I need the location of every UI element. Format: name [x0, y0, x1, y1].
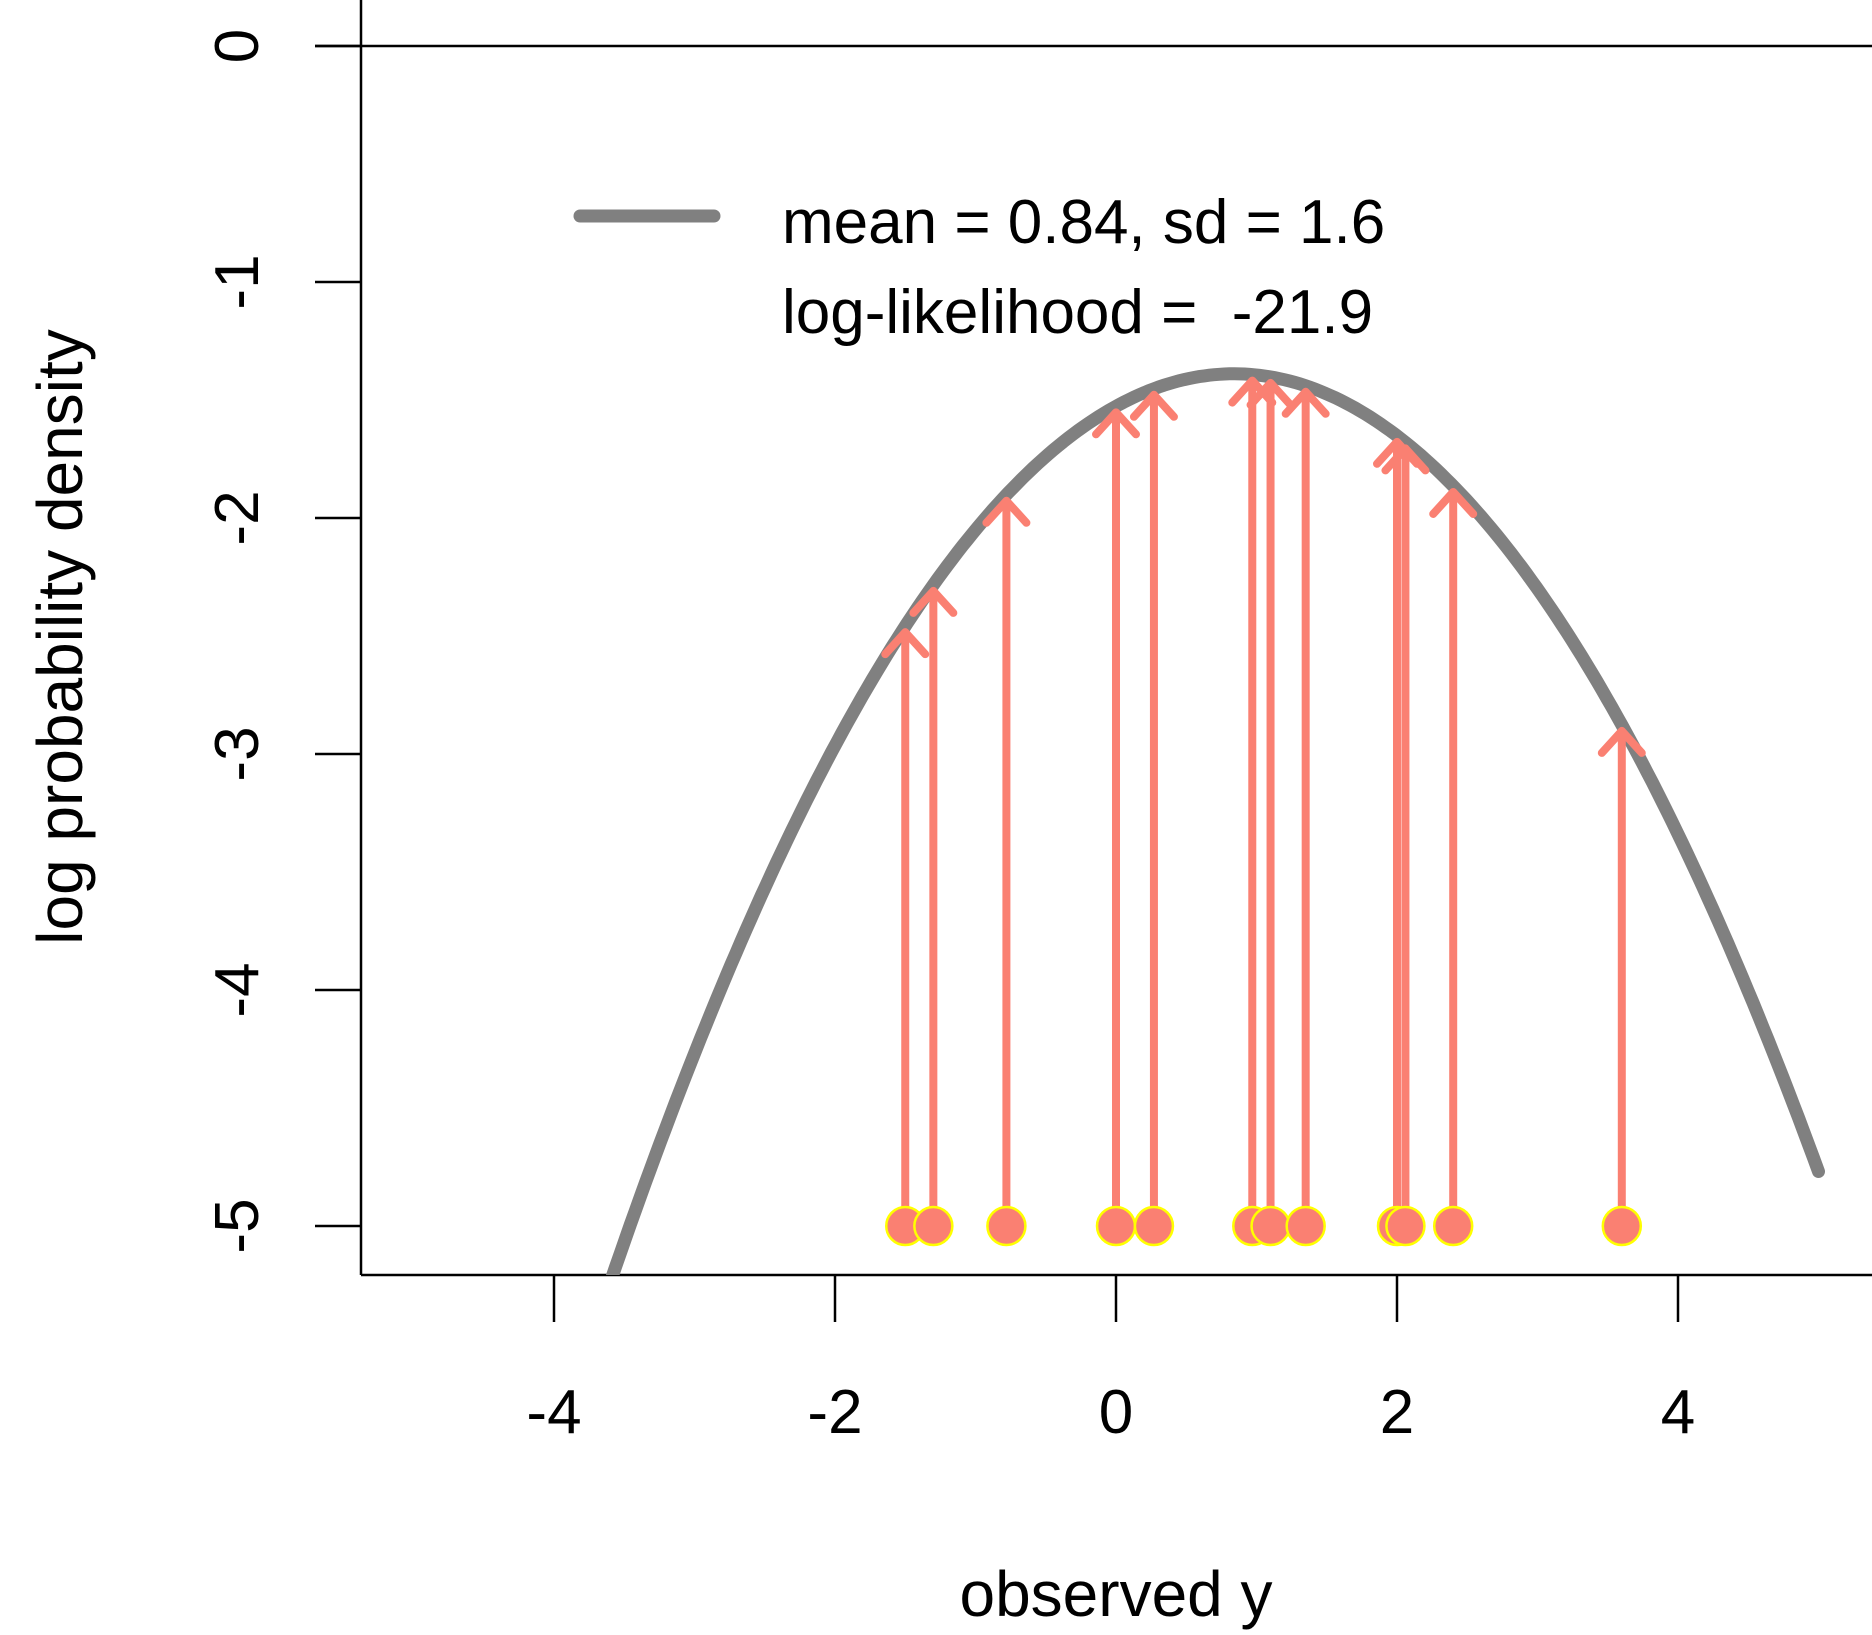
y-tick-label: -3 [203, 726, 272, 781]
observation-arrow [1246, 378, 1295, 1226]
x-axis-title: observed y [959, 1558, 1272, 1630]
observation-arrow [909, 586, 958, 1226]
observation-point [1285, 1205, 1326, 1247]
x-tick-label: 4 [1661, 1378, 1695, 1447]
observation-arrow [1429, 487, 1478, 1226]
x-tick-label: 2 [1380, 1378, 1414, 1447]
y-tick-label: -1 [203, 254, 272, 309]
observation-arrow [1597, 726, 1646, 1226]
x-axis: -4 -2 0 2 4 [526, 1275, 1695, 1447]
observation-point [1250, 1205, 1291, 1247]
observation-point [1432, 1205, 1474, 1247]
observation-point [913, 1205, 954, 1247]
observation-arrows [881, 376, 1646, 1226]
observation-arrow [1373, 437, 1421, 1226]
y-tick-label: -4 [203, 962, 272, 1017]
density-curve-line [605, 367, 1825, 1275]
observation-arrow [1228, 376, 1277, 1226]
legend: mean = 0.84, sd = 1.6 log-likelihood = -… [573, 188, 1385, 347]
observation-point [1601, 1205, 1643, 1247]
observation-point [1095, 1205, 1137, 1247]
x-tick-label: -4 [526, 1378, 581, 1447]
observation-point [1133, 1205, 1175, 1247]
y-axis-title: log probability density [24, 329, 96, 944]
observation-arrow [1092, 408, 1140, 1226]
observation-point [986, 1205, 1027, 1247]
observation-arrow [881, 628, 930, 1226]
x-tick-label: -2 [807, 1378, 862, 1447]
x-tick-label: 0 [1099, 1378, 1133, 1447]
y-tick-label: -2 [203, 490, 272, 545]
observation-points [885, 1205, 1643, 1247]
legend-curve-label: mean = 0.84, sd = 1.6 [782, 188, 1385, 257]
y-tick-label: 0 [203, 29, 272, 63]
observation-arrow [1281, 387, 1330, 1226]
y-tick-label: -5 [203, 1198, 272, 1253]
y-axis: 0 -1 -2 -3 -4 -5 [203, 29, 361, 1254]
observation-arrow [982, 496, 1031, 1226]
observation-arrow [1381, 444, 1430, 1226]
legend-loglik-label: log-likelihood = -21.9 [782, 278, 1373, 347]
observation-arrow [1129, 390, 1178, 1226]
observation-point [1385, 1205, 1426, 1247]
